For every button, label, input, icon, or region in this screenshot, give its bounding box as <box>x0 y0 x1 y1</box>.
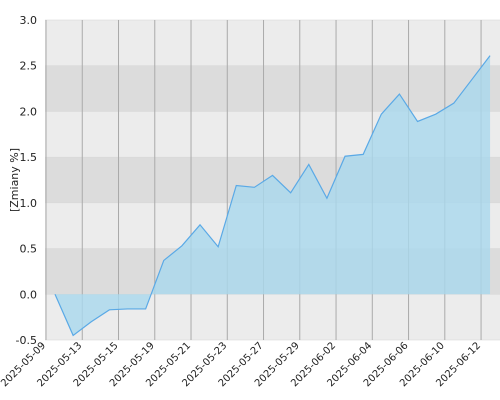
area <box>55 55 491 336</box>
y-tick-label: 0.0 <box>20 288 38 301</box>
y-tick-label: 1.0 <box>20 197 38 210</box>
y-axis-label: [Zmiany %] <box>8 148 21 212</box>
y-tick-label: 2.5 <box>20 60 38 73</box>
line <box>54 55 491 337</box>
y-tick-label: -0.5 <box>16 334 37 347</box>
background-band <box>45 20 500 66</box>
y-tick-label: 2.0 <box>20 105 38 118</box>
y-tick-label: 3.0 <box>20 14 38 27</box>
background-band <box>45 65 500 112</box>
y-tick-label: 0.5 <box>20 243 38 256</box>
y-tick-label: 1.5 <box>20 151 38 164</box>
